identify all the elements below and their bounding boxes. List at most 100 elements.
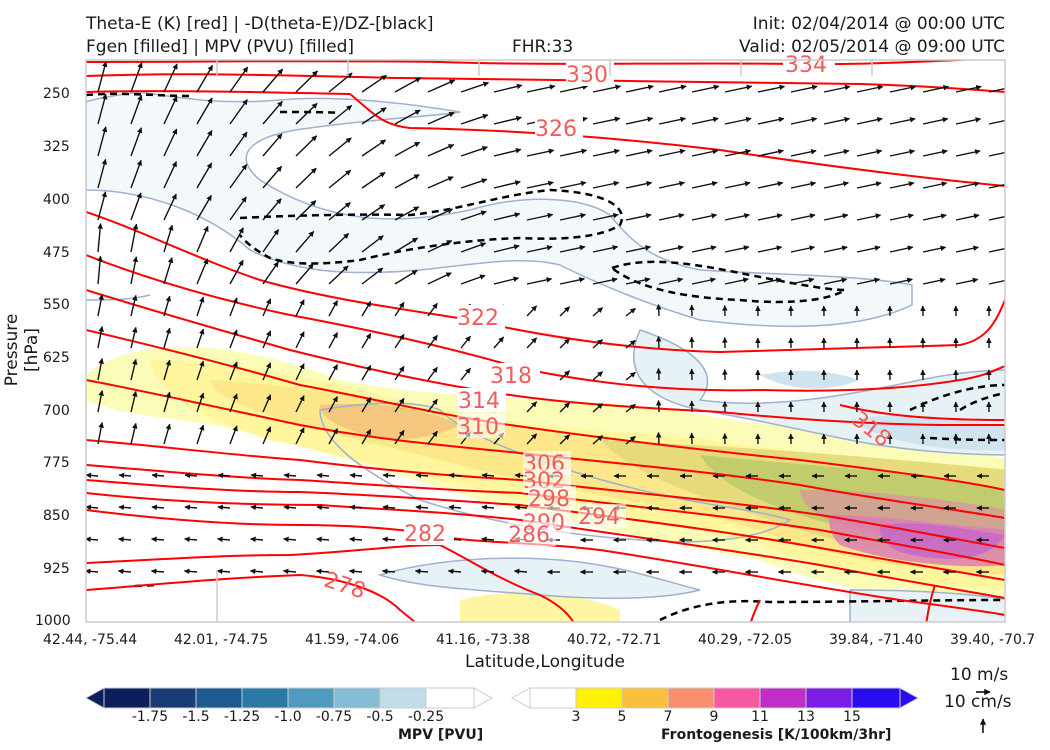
wind-vector <box>823 116 851 125</box>
wind-vector <box>328 396 339 413</box>
wind-vector <box>889 117 916 125</box>
wind-vector <box>229 227 244 253</box>
mpv-colorbar-tick: -1.5 <box>182 709 210 725</box>
wind-vector <box>691 116 719 125</box>
wind-vector <box>196 194 212 221</box>
wind-vector <box>229 393 238 413</box>
wind-vector <box>658 245 684 253</box>
wind-vector <box>592 180 620 189</box>
wind-vector <box>250 472 264 479</box>
wind-vector <box>394 77 422 93</box>
wind-vector <box>757 148 784 157</box>
x-tick: 42.44, -75.44 <box>43 632 138 648</box>
wind-vector <box>229 329 238 349</box>
x-axis-label: Latitude,Longitude <box>465 652 625 672</box>
wind-vector <box>262 100 283 125</box>
wind-vector <box>757 116 785 125</box>
fgen-colorbar-tick: 9 <box>709 709 719 725</box>
wind-vector <box>955 277 979 285</box>
wind-vector <box>658 116 687 125</box>
wind-vector <box>955 181 981 189</box>
wind-vector <box>130 326 138 349</box>
wind-vector <box>481 504 495 511</box>
wind-vector <box>163 193 177 221</box>
wind-vector <box>856 181 882 189</box>
x-tick: 40.29, -72.05 <box>698 632 793 648</box>
wind-vector <box>394 333 405 349</box>
wind-vector <box>757 181 784 189</box>
quiver-key-vertical: 10 cm/s <box>944 692 1012 712</box>
wind-vector <box>295 263 314 285</box>
wind-vector <box>196 65 214 93</box>
wind-vector <box>97 126 108 157</box>
wind-vector <box>229 297 238 317</box>
wind-vector <box>163 128 178 157</box>
wind-vector <box>295 299 305 317</box>
wind-vector <box>790 245 816 253</box>
wind-vector <box>460 146 488 157</box>
wind-vector <box>658 213 685 221</box>
wind-vector <box>316 536 330 543</box>
y-tick: 925 <box>43 561 70 577</box>
wind-vector <box>658 84 687 93</box>
x-tick: 41.59, -74.06 <box>305 632 400 648</box>
wind-vector <box>97 158 108 189</box>
wind-vector <box>757 277 782 285</box>
wind-vector <box>97 255 103 285</box>
wind-vector <box>823 84 851 93</box>
wind-vector <box>196 162 213 189</box>
wind-vector <box>97 358 104 381</box>
wind-vector <box>460 81 490 93</box>
wind-vector <box>559 84 589 93</box>
wind-vector <box>349 472 363 479</box>
wind-vector <box>427 144 455 157</box>
wind-vector <box>988 215 1005 221</box>
wind-vector <box>460 178 488 189</box>
wind-vector <box>625 213 652 221</box>
wind-vector <box>592 277 618 285</box>
wind-vector <box>130 256 139 285</box>
wind-vector <box>493 336 505 349</box>
wind-vector <box>328 300 339 317</box>
x-tick: 39.40, -70.7 <box>950 632 1036 648</box>
wind-vector <box>295 102 318 125</box>
y-tick: 325 <box>43 139 70 155</box>
wind-vector <box>361 429 372 445</box>
wind-vector <box>328 137 352 157</box>
wind-vector <box>988 183 1005 189</box>
header-fhr: FHR:33 <box>512 37 574 57</box>
wind-vector <box>150 568 165 575</box>
y-tick: 775 <box>43 455 70 471</box>
wind-vector <box>526 212 554 221</box>
wind-vector <box>118 504 132 511</box>
wind-vector <box>427 430 438 445</box>
wind-vector <box>328 232 350 253</box>
wind-vector <box>514 504 528 511</box>
wind-vector <box>691 180 718 189</box>
wind-vector <box>151 504 165 511</box>
wind-vector <box>655 431 662 445</box>
theta-e-label: 326 <box>535 117 577 142</box>
wind-vector <box>349 504 363 511</box>
wind-vector <box>757 84 786 93</box>
wind-vector <box>922 181 948 189</box>
wind-vector <box>196 225 209 253</box>
theta-e-label: 298 <box>528 487 570 512</box>
wind-vector <box>361 333 372 349</box>
wind-vector <box>163 257 174 285</box>
fgen-colorbar-tick: 5 <box>617 709 627 725</box>
wind-vector <box>262 330 272 349</box>
wind-vector <box>856 149 883 157</box>
header-init-time: Init: 02/04/2014 @ 00:00 UTC <box>752 14 1005 34</box>
wind-vector <box>283 536 297 543</box>
wind-vector <box>118 536 132 543</box>
header-title-left-2: Fgen [filled] | MPV (PVU) [filled] <box>86 37 355 57</box>
wind-vector <box>394 301 405 317</box>
wind-vector <box>625 116 654 125</box>
wind-vector <box>283 472 297 479</box>
wind-vector <box>889 149 916 157</box>
wind-vector <box>394 141 421 157</box>
wind-vector <box>361 107 387 125</box>
theta-e-label: 278 <box>321 568 369 605</box>
wind-vector <box>196 130 213 157</box>
